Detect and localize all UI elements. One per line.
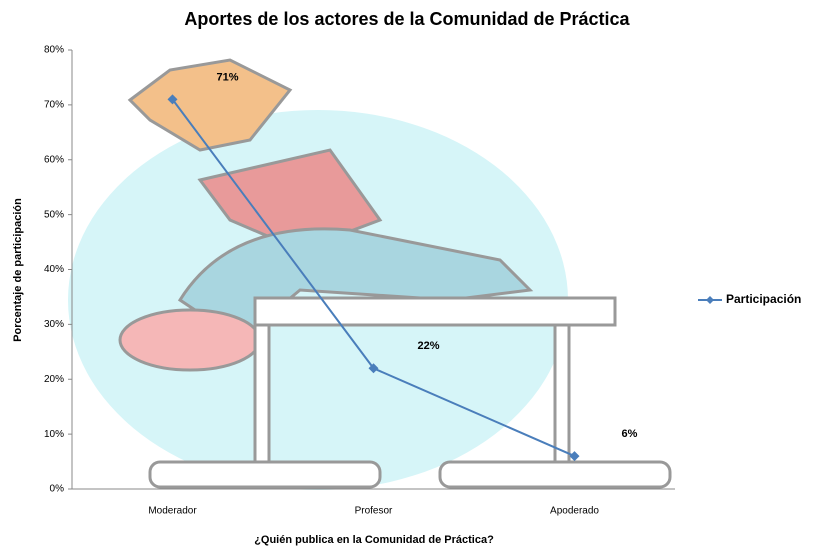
illustration-hurdle-foot	[148, 460, 382, 489]
illustration-hurdle-leg	[253, 323, 271, 467]
data-point	[167, 94, 178, 105]
data-label: 22%	[417, 340, 439, 352]
x-tick-label: Profesor	[355, 506, 393, 517]
y-tick-label: 80%	[44, 45, 64, 56]
data-label: 71%	[216, 71, 238, 83]
y-tick-label: 60%	[44, 154, 64, 165]
legend-label: Participación	[726, 292, 801, 306]
legend-marker	[706, 296, 714, 304]
x-tick-label: Moderador	[148, 506, 197, 517]
y-axis-label: Porcentaje de participación	[12, 198, 24, 342]
data-label: 6%	[622, 428, 638, 440]
y-tick-label: 70%	[44, 100, 64, 111]
x-axis-label: ¿Quién publica en la Comunidad de Prácti…	[254, 534, 494, 546]
chart-title: Aportes de los actores de la Comunidad d…	[184, 9, 630, 29]
background-illustration	[68, 58, 672, 490]
x-tick-label: Apoderado	[550, 506, 599, 517]
y-tick-label: 30%	[44, 319, 64, 330]
data-point	[368, 363, 379, 374]
y-tick-label: 40%	[44, 264, 64, 275]
y-tick-label: 10%	[44, 429, 64, 440]
illustration-shoe	[118, 308, 262, 372]
data-point	[569, 451, 580, 462]
illustration-hurdle-bar	[253, 296, 617, 327]
y-tick-label: 20%	[44, 374, 64, 385]
illustration-hair	[127, 58, 293, 152]
y-tick-label: 50%	[44, 209, 64, 220]
illustration-hurdle-leg	[553, 323, 571, 467]
y-tick-label: 0%	[50, 484, 65, 495]
illustration-hurdle-foot	[438, 460, 672, 489]
